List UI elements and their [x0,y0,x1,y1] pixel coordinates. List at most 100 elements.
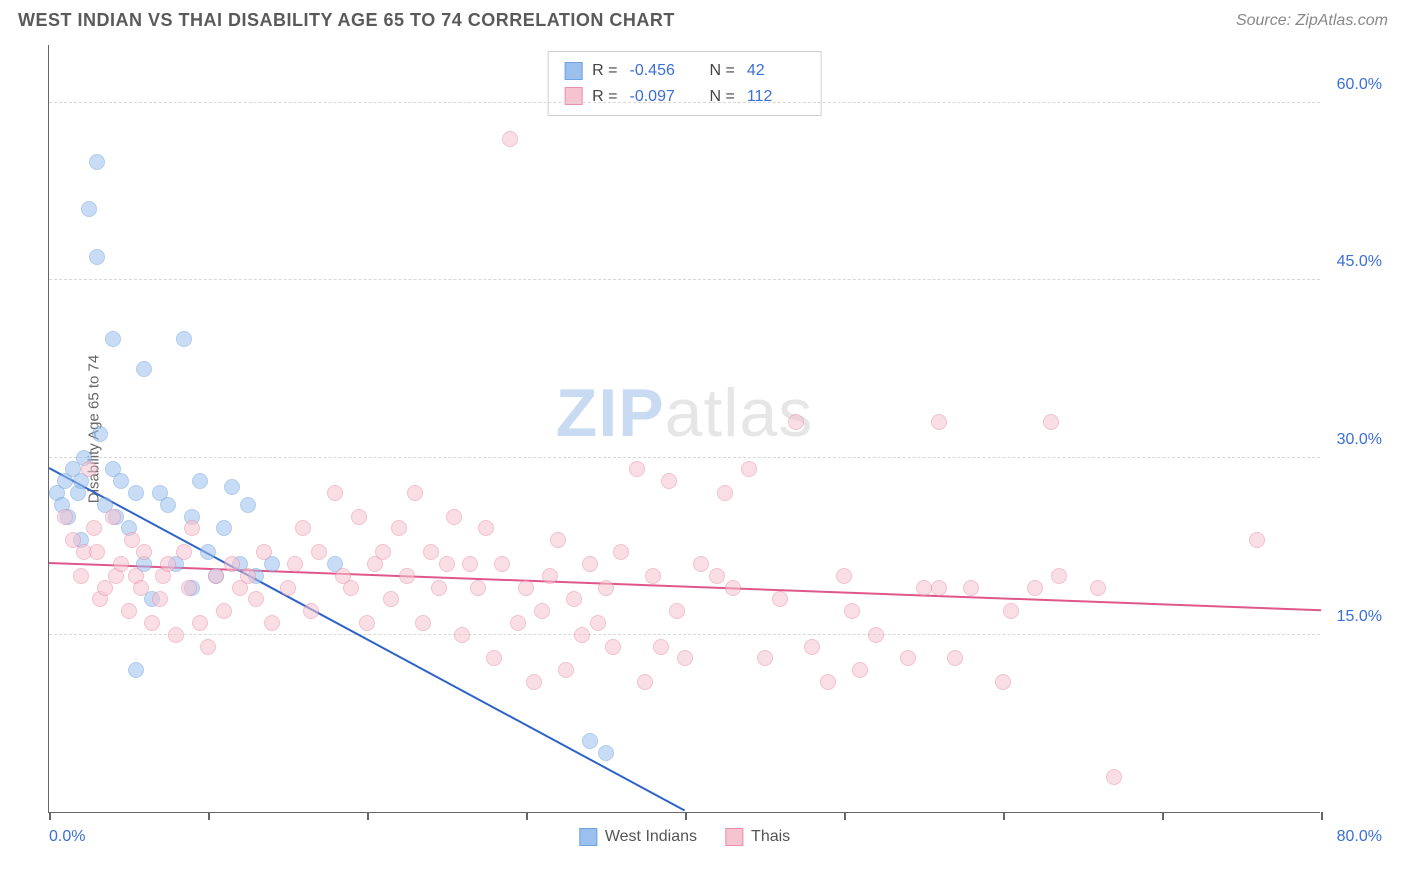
data-point [852,662,868,678]
data-point [216,520,232,536]
data-point [558,662,574,678]
data-point [359,615,375,631]
y-tick-label: 45.0% [1337,253,1382,271]
data-point [200,544,216,560]
data-point [113,473,129,489]
data-point [133,580,149,596]
gridline [49,102,1320,103]
data-point [89,249,105,265]
data-point [661,473,677,489]
data-point [184,520,200,536]
data-point [160,556,176,572]
data-point [534,603,550,619]
gridline [49,634,1320,635]
data-point [1027,580,1043,596]
data-point [605,639,621,655]
data-point [598,745,614,761]
data-point [693,556,709,572]
data-point [144,615,160,631]
data-point [152,591,168,607]
data-point [121,603,137,619]
data-point [462,556,478,572]
stats-legend: R =-0.456N =42R =-0.097N =112 [547,51,822,116]
data-point [136,361,152,377]
data-point [518,580,534,596]
data-point [181,580,197,596]
data-point [168,627,184,643]
data-point [240,568,256,584]
data-point [446,509,462,525]
r-value: -0.097 [630,84,688,110]
data-point [494,556,510,572]
data-point [81,201,97,217]
y-tick-label: 15.0% [1337,608,1382,626]
y-tick-label: 60.0% [1337,76,1382,94]
data-point [582,556,598,572]
data-point [105,331,121,347]
data-point [653,639,669,655]
legend-swatch-icon [579,828,597,846]
n-label: N = [710,84,735,110]
data-point [995,674,1011,690]
data-point [717,485,733,501]
data-point [582,733,598,749]
trend-line [49,467,686,811]
data-point [502,131,518,147]
data-point [216,603,232,619]
data-point [677,650,693,666]
data-point [89,544,105,560]
data-point [73,568,89,584]
data-point [454,627,470,643]
data-point [128,485,144,501]
x-tick [844,812,846,820]
data-point [57,509,73,525]
data-point [224,556,240,572]
data-point [510,615,526,631]
data-point [574,627,590,643]
data-point [264,615,280,631]
data-point [208,568,224,584]
data-point [128,662,144,678]
data-point [248,591,264,607]
data-point [81,461,97,477]
data-point [590,615,606,631]
data-point [566,591,582,607]
data-point [1051,568,1067,584]
data-point [176,544,192,560]
data-point [113,556,129,572]
series-swatch-icon [564,62,582,80]
n-label: N = [710,58,735,84]
legend-label: Thais [751,828,790,846]
series-legend: West Indians Thais [579,828,790,846]
stats-row: R =-0.456N =42 [564,58,805,84]
legend-item: West Indians [579,828,697,846]
data-point [311,544,327,560]
x-tick [208,812,210,820]
data-point [383,591,399,607]
x-axis-max-label: 80.0% [1337,828,1382,846]
data-point [192,615,208,631]
source-label: Source: ZipAtlas.com [1236,12,1388,30]
data-point [963,580,979,596]
x-tick [1003,812,1005,820]
data-point [256,544,272,560]
data-point [415,615,431,631]
data-point [240,497,256,513]
data-point [224,479,240,495]
data-point [931,580,947,596]
x-tick [49,812,51,820]
data-point [836,568,852,584]
data-point [788,414,804,430]
data-point [1090,580,1106,596]
stats-row: R =-0.097N =112 [564,84,805,110]
scatter-plot: ZIPatlas R =-0.456N =42R =-0.097N =112 0… [48,45,1320,813]
n-value: 42 [747,58,805,84]
data-point [916,580,932,596]
data-point [820,674,836,690]
data-point [439,556,455,572]
watermark: ZIPatlas [556,374,813,452]
data-point [542,568,558,584]
x-tick [367,812,369,820]
data-point [1003,603,1019,619]
data-point [804,639,820,655]
